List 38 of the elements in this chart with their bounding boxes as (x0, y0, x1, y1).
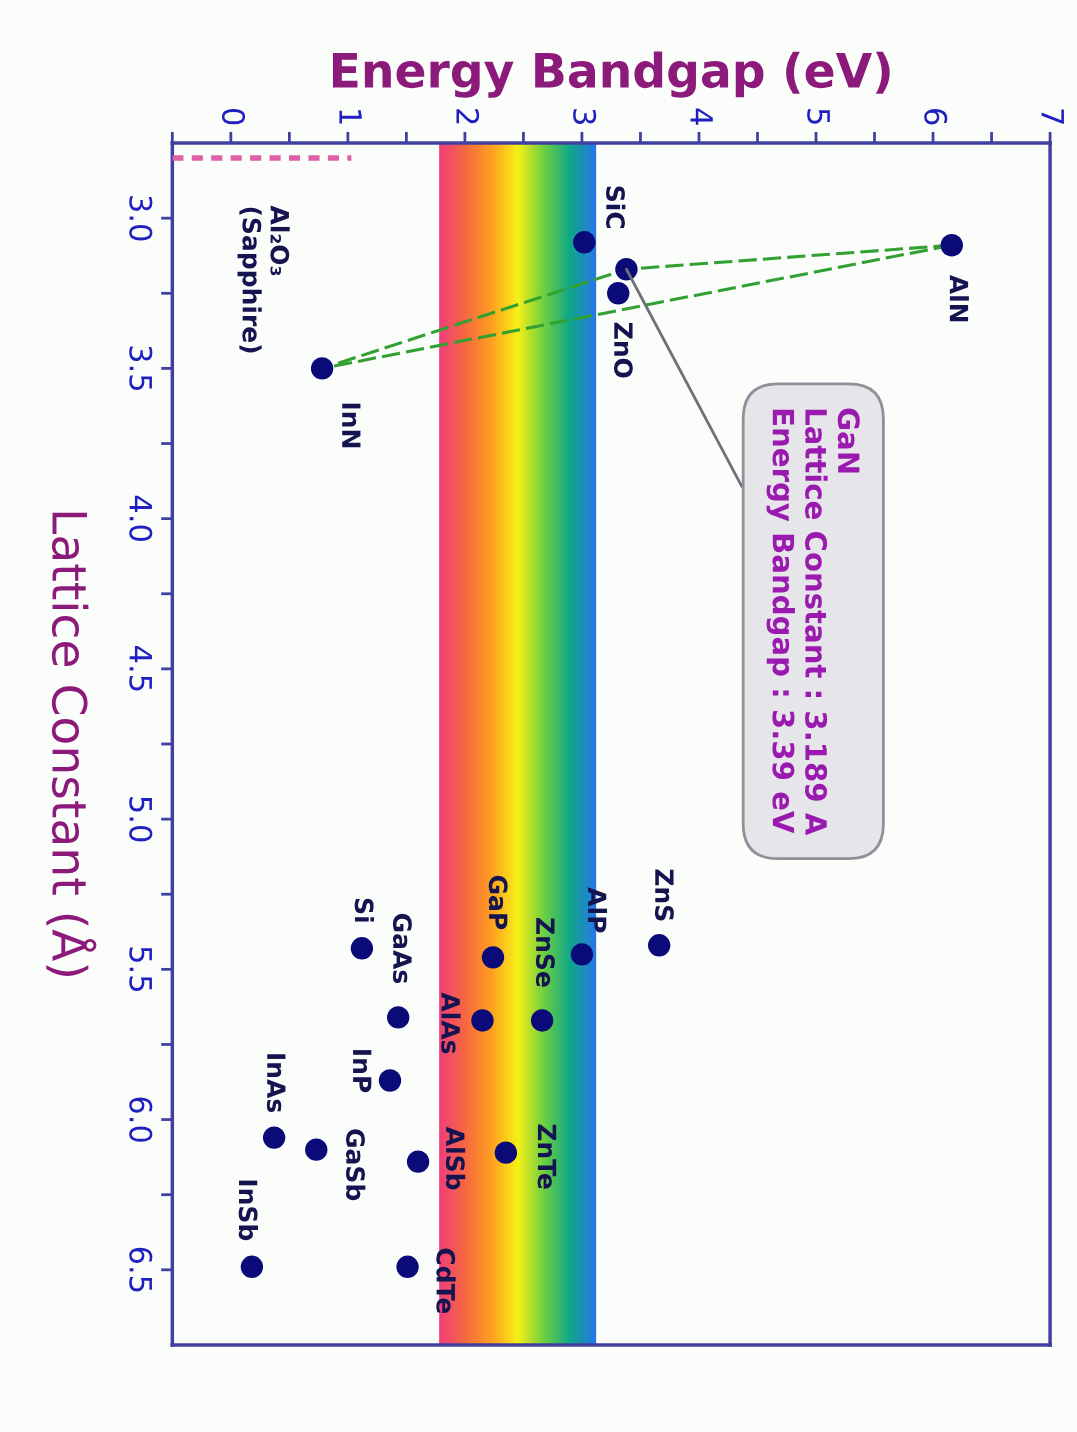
annotation: ZnSe (535, 918, 555, 987)
x-tick-label: 2 (456, 109, 480, 124)
annotation: ZnO (613, 322, 633, 378)
annotation: AlN (949, 274, 969, 322)
y-axis-title: Lattice Constant (Å) (46, 512, 97, 976)
x-tick-label: 6 (924, 109, 948, 125)
x-tick-label: 4 (690, 108, 713, 125)
y-tick-label: 5.0 (129, 797, 153, 842)
y-tick-label: 3.0 (129, 196, 153, 241)
annotation: AlP (588, 887, 608, 933)
annotation: GaSb (346, 1129, 366, 1201)
y-tick-label: 6.0 (129, 1097, 153, 1142)
annotation: InSb (238, 1180, 258, 1241)
y-tick-label: 6.5 (129, 1247, 153, 1292)
annotation: Al₂O₃ (Sapphire) (237, 205, 290, 353)
annotation: GaN Lattice Constant : 3.189 A Energy Bandgap : 3.39 eV (766, 408, 860, 836)
annotation: ZnS (654, 869, 674, 921)
annotation: CdTe (436, 1248, 456, 1314)
annotation: SiC (606, 186, 626, 229)
x-tick-label: 3 (573, 109, 597, 124)
annotation: ZnTe (537, 1124, 557, 1189)
y-tick-label: 3.5 (129, 346, 153, 391)
x-tick-label: 1 (339, 110, 362, 124)
annotation: GaAs (392, 913, 412, 984)
x-tick-label: 7 (1041, 109, 1064, 124)
annotation: AlAs (441, 992, 461, 1054)
annotation: InAs (266, 1054, 286, 1113)
annotation: GaP (488, 875, 508, 930)
x-tick-label: 0 (221, 108, 246, 125)
x-tick-label: 5 (807, 109, 830, 124)
annotation: Si (354, 898, 375, 922)
y-tick-label: 5.5 (129, 947, 152, 991)
annotation: InN (342, 403, 361, 448)
y-tick-label: 4.5 (129, 646, 152, 691)
x-axis-title: Energy Bandgap (eV) (332, 51, 890, 98)
annotation: InP (353, 1050, 372, 1093)
annotation: AlSb (445, 1126, 466, 1190)
y-tick-label: 4.0 (129, 495, 153, 541)
